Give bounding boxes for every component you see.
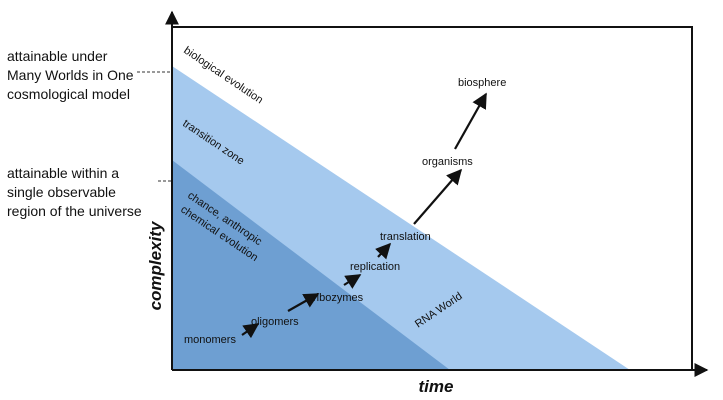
arrow-replication-translation (374, 242, 392, 260)
arrow-monomers-oligomers (241, 323, 260, 339)
step-ribozymes: ribozymes (313, 292, 364, 304)
step-monomers: monomers (184, 334, 236, 346)
arrow-translation-organisms (413, 168, 463, 225)
chemical-evolution-region (172, 160, 450, 370)
arrow-organisms-biosphere (454, 92, 487, 150)
step-biosphere: biosphere (458, 77, 506, 89)
plot-frame-top-right (172, 26, 693, 370)
step-organisms: organisms (422, 156, 473, 168)
side-label-observable-universe: attainable within a single observable re… (7, 165, 142, 219)
y-axis-label: complexity (146, 220, 165, 310)
x-axis-label: time (419, 377, 454, 396)
step-replication: replication (350, 261, 400, 273)
step-translation: translation (380, 231, 431, 243)
side-label-many-worlds: attainable under Many Worlds in One cosm… (7, 48, 134, 102)
arrow-ribozymes-replication (343, 274, 362, 289)
arrow-oligomers-ribozymes (287, 293, 320, 312)
step-oligomers: oligomers (251, 316, 299, 328)
